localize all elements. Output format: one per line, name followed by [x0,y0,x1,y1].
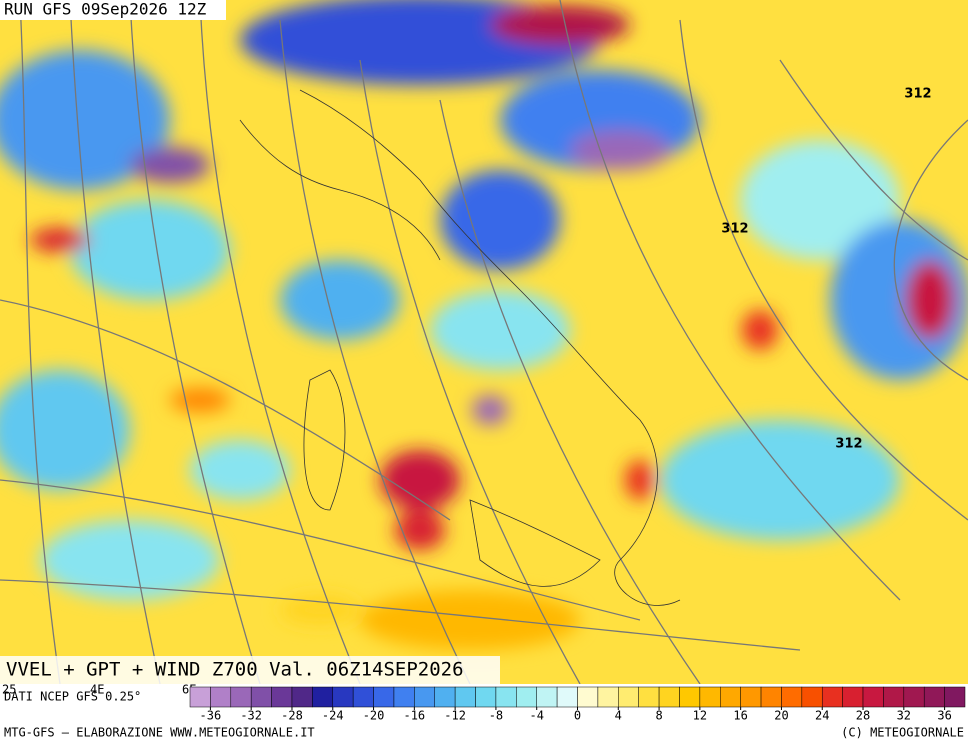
contour-label: 312 [835,437,862,452]
colorbar-swatch [332,686,354,708]
colorbar-swatch [271,686,293,708]
colorbar-swatch [781,686,803,708]
colorbar-tick-label: 28 [856,709,870,723]
footer-right: (C) METEOGIORNALE [841,726,964,740]
source-label: DATI NCEP GFS 0.25° [4,690,141,704]
contour-label: 312 [904,87,931,102]
title-box [0,656,500,684]
colorbar-tick-label: 16 [733,709,747,723]
colorbar-tick-label: -16 [403,709,425,723]
colorbar: -36 -32 -28 -24 -20 -16 -12 -8 -4 0 4 8 12 16 20 24 28 32… [189,686,966,723]
colorbar-swatch [944,686,966,708]
colorbar-swatch [903,686,925,708]
vvel-field [0,0,968,650]
colorbar-swatch [189,686,211,708]
colorbar-swatch [883,686,905,708]
colorbar-swatch [352,686,374,708]
colorbar-swatch [210,686,232,708]
colorbar-tick-label: -28 [281,709,303,723]
colorbar-swatch [638,686,660,708]
colorbar-swatch [536,686,558,708]
colorbar-swatch [760,686,782,708]
map-title: VVEL + GPT + WIND Z700 Val. 06Z14SEP2026 [6,659,464,681]
colorbar-swatch [291,686,313,708]
colorbar-tick-label: 20 [774,709,788,723]
colorbar-tick-label: 8 [655,709,662,723]
colorbar-tick-label: 32 [897,709,911,723]
streamlines [0,0,968,684]
colorbar-swatch [618,686,639,708]
footer-left: MTG-GFS – ELABORAZIONE WWW.METEOGIORNALE… [4,726,315,740]
colorbar-tick-label: -20 [363,709,385,723]
colorbar-swatch [842,686,864,708]
colorbar-swatch [414,686,435,708]
colorbar-swatch [658,686,680,708]
colorbar-swatch [577,686,599,708]
colorbar-swatch [801,686,823,708]
run-box [0,0,226,20]
colorbar-swatch [720,686,741,708]
colorbar-swatch [312,686,334,708]
colorbar-swatch [740,686,762,708]
colorbar-swatch [454,686,476,708]
map: 312 312 312 RUN GFS 09Sep2026 12Z VVEL +… [0,0,968,684]
colorbar-tick-label: -36 [200,709,222,723]
contour-label: 312 [721,222,748,237]
coastlines [239,89,681,606]
colorbar-swatch [821,686,843,708]
colorbar-swatch [393,686,415,708]
colorbar-swatch [495,686,517,708]
colorbar-tick-label: -8 [489,709,503,723]
colorbar-swatch [373,686,395,708]
colorbar-tick-label: -4 [529,709,543,723]
colorbar-swatch [250,686,272,708]
colorbar-tick-label: 4 [615,709,622,723]
colorbar-tick-label: 12 [693,709,707,723]
colorbar-tick-label: -32 [240,709,262,723]
colorbar-swatch [597,686,619,708]
colorbar-swatch [556,686,578,708]
colorbar-swatch [434,686,456,708]
axis-label: 25 [2,683,16,697]
colorbar-tick-label: 36 [937,709,951,723]
axis-label: 4E [90,683,104,697]
colorbar-swatch [475,686,497,708]
colorbar-swatch [699,686,721,708]
colorbar-tick-label: 0 [574,709,581,723]
colorbar-tick-label: -12 [444,709,466,723]
colorbar-swatch [516,686,537,708]
colorbar-tick-label: -24 [322,709,344,723]
colorbar-tick-label: 24 [815,709,829,723]
colorbar-swatch [679,686,701,708]
colorbar-swatch [230,686,252,708]
colorbar-swatch [862,686,884,708]
colorbar-swatch [923,686,945,708]
run-label: RUN GFS 09Sep2026 12Z [4,0,207,19]
